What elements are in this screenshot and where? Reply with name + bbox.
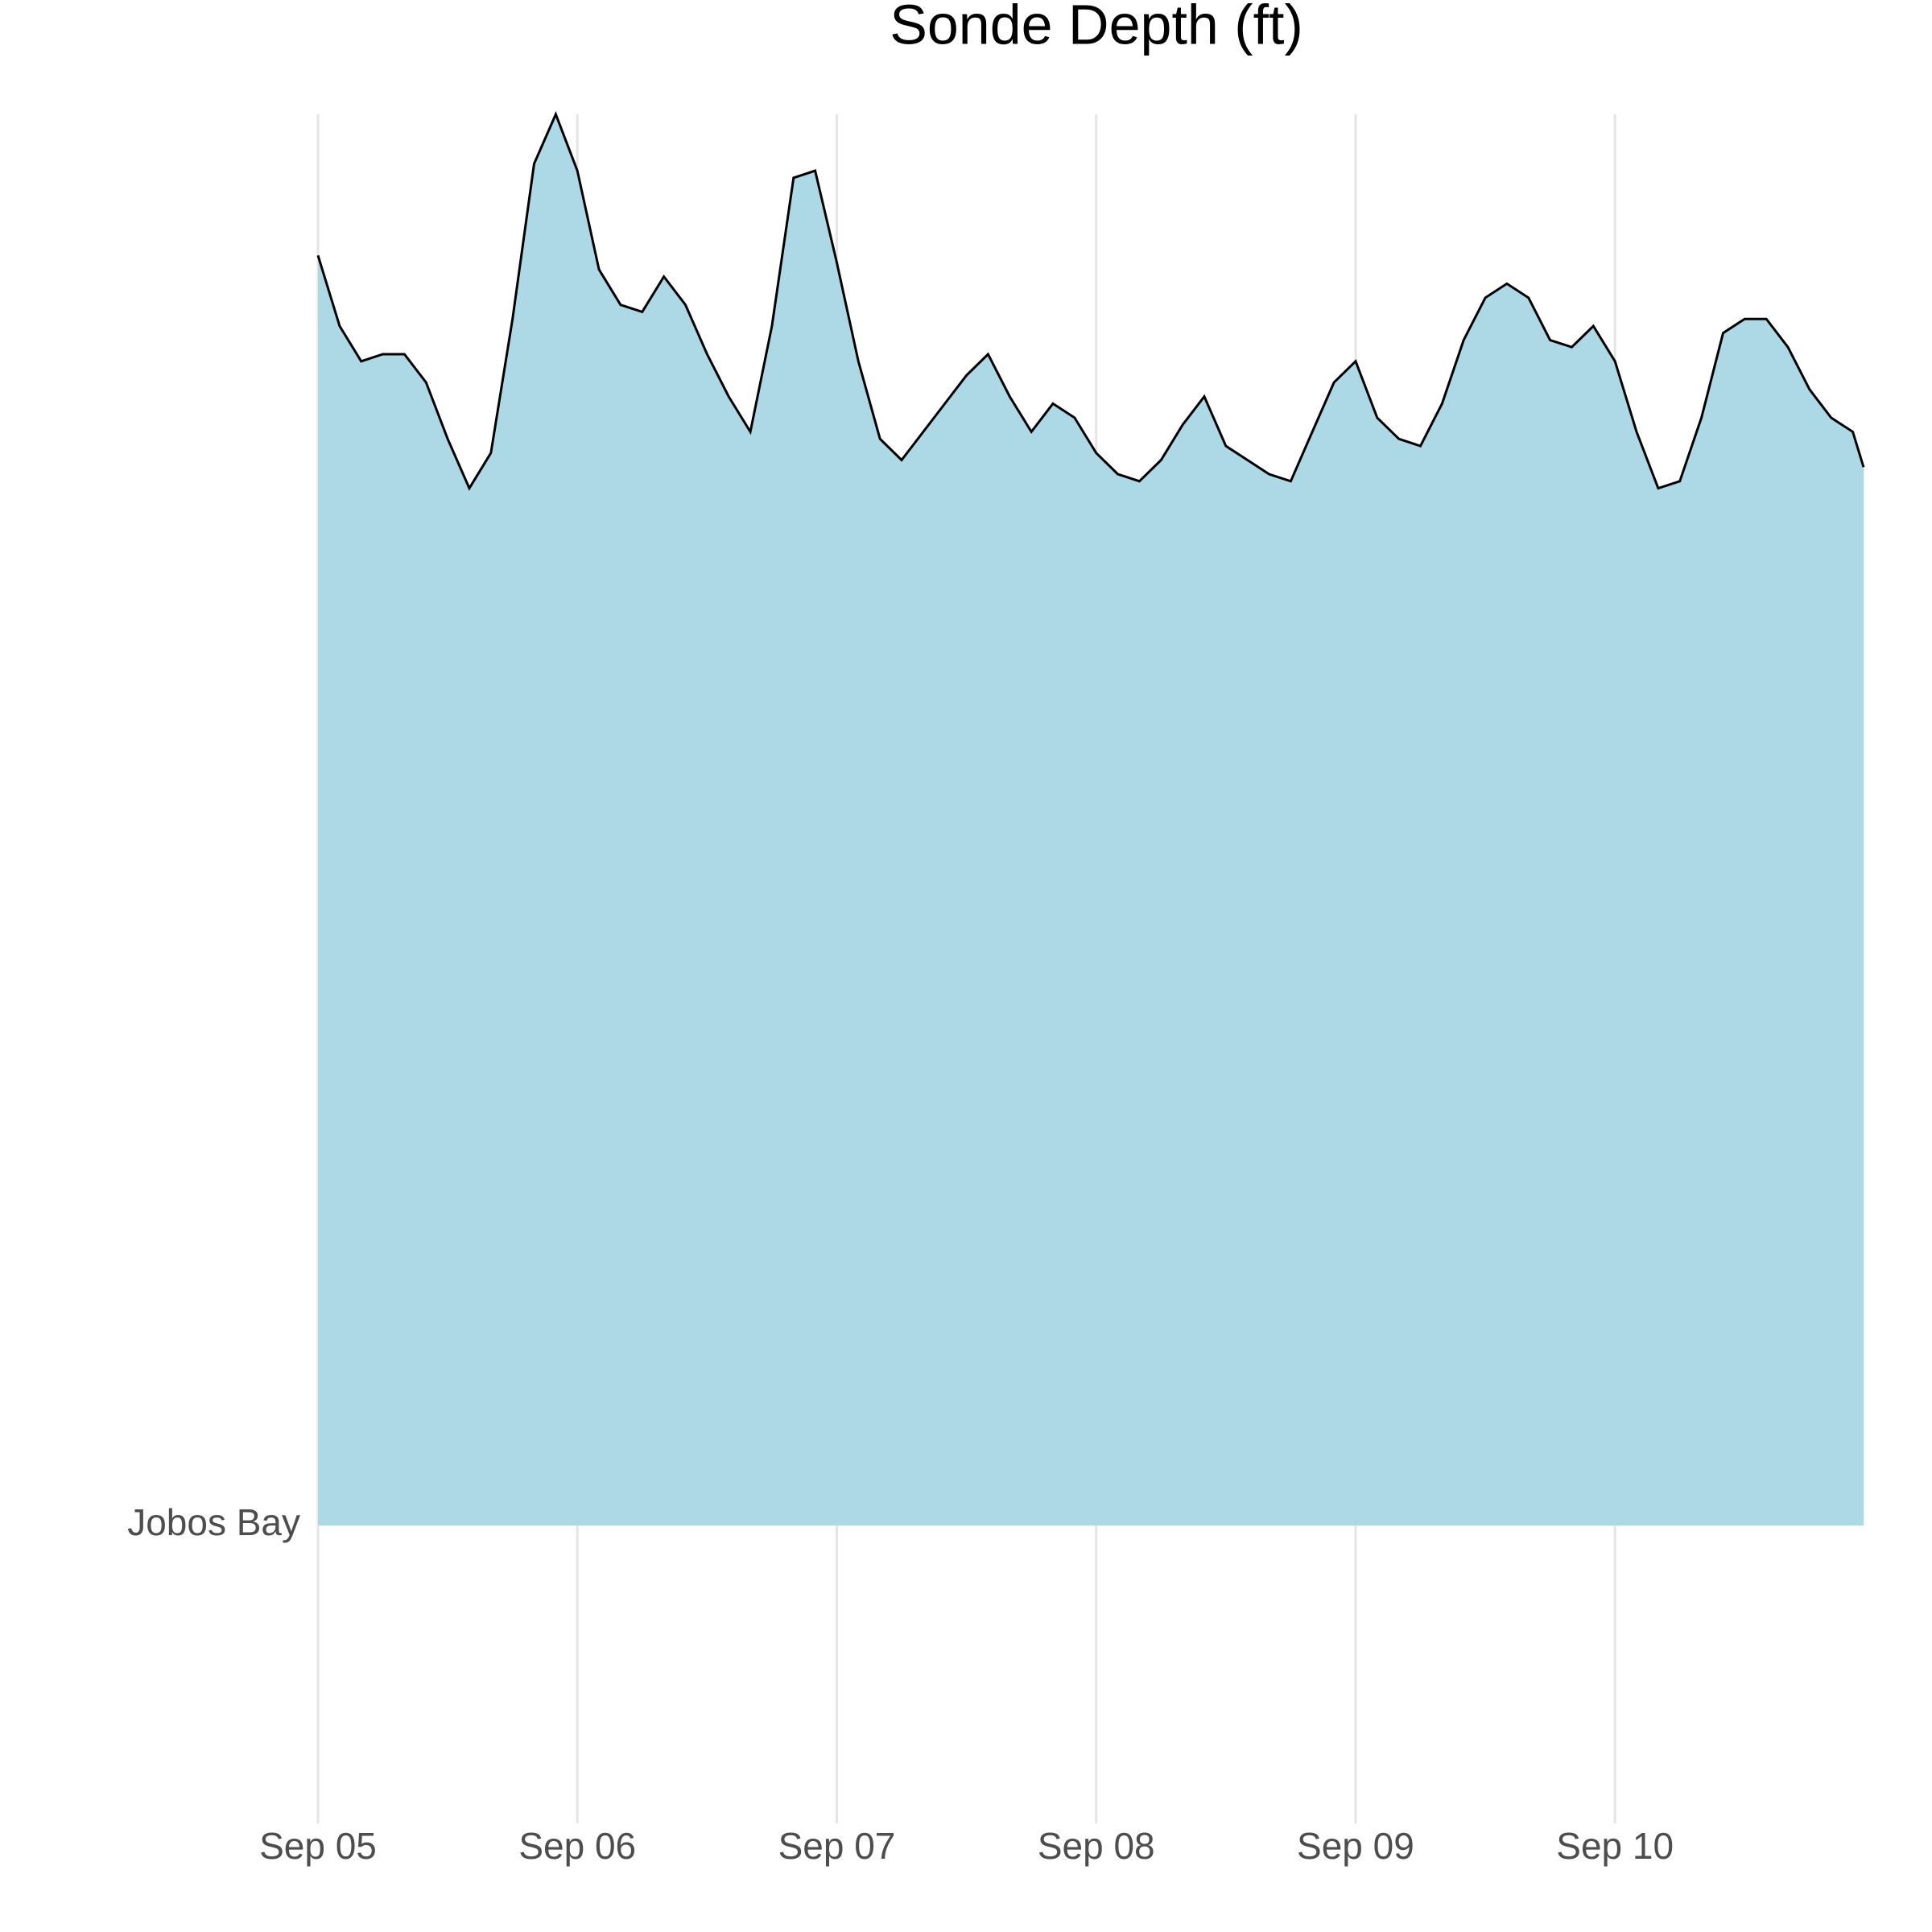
y-tick-label: Jobos Bay <box>127 1501 300 1543</box>
ridge-line <box>316 111 1865 491</box>
ridge-area <box>318 114 1864 1525</box>
x-tick-label: Sep 06 <box>518 1825 636 1867</box>
x-tick-label: Sep 07 <box>778 1825 896 1867</box>
x-tick-label: Sep 09 <box>1297 1825 1414 1867</box>
x-tick-label: Sep 08 <box>1038 1825 1155 1867</box>
chart-title: Sonde Depth (ft) <box>890 0 1303 56</box>
x-tick-label: Sep 10 <box>1556 1825 1674 1867</box>
x-tick-label: Sep 05 <box>259 1825 377 1867</box>
